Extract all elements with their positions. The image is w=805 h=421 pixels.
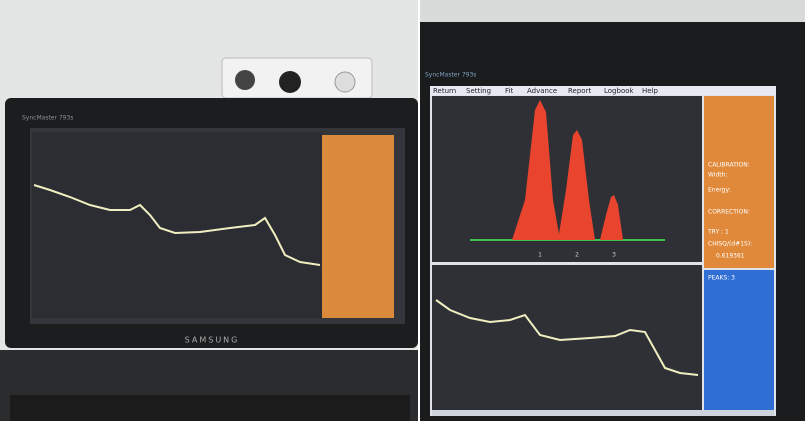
- model-label: SyncMaster 793s: [22, 115, 73, 122]
- panel-line: CHISQ/(d#1S):: [708, 241, 752, 248]
- model-label: SyncMaster 793s: [425, 72, 476, 79]
- photo-collage: SyncMaster 793s SAMSUNG SyncMaster 793s …: [0, 0, 805, 421]
- lower-plot: [432, 265, 702, 410]
- plot-area: [32, 132, 322, 318]
- panel-line: 0.619361: [716, 253, 745, 260]
- panel-line: TRY : 1: [707, 229, 729, 236]
- peak-label: 3: [612, 252, 616, 259]
- menu-item[interactable]: Help: [642, 87, 659, 95]
- peak-label: 2: [575, 252, 579, 259]
- side-panel: [322, 135, 394, 318]
- menu-item[interactable]: Return: [433, 87, 456, 95]
- panel-line: CALIBRATION:: [708, 162, 750, 169]
- keyboard: [10, 395, 410, 421]
- panel-line: CORRECTION:: [708, 209, 750, 216]
- brand-label: SAMSUNG: [185, 336, 240, 345]
- panel-line: Energy:: [708, 187, 731, 194]
- peak-label: 1: [538, 252, 542, 259]
- socket: [335, 72, 355, 92]
- menu: Return Setting Fit Advance Report Logboo…: [433, 87, 659, 95]
- lower-side-panel: [704, 270, 774, 410]
- menu-item[interactable]: Advance: [527, 87, 557, 95]
- plug: [279, 71, 301, 93]
- panel-line: Width:: [708, 172, 727, 179]
- menu-item[interactable]: Fit: [505, 87, 513, 95]
- status-bar: [432, 410, 774, 416]
- menu-item[interactable]: Logbook: [604, 87, 635, 95]
- menu-item[interactable]: Setting: [466, 87, 491, 95]
- plug: [235, 70, 255, 90]
- panel-line: PEAKS: 3: [708, 275, 735, 282]
- menu-item[interactable]: Report: [568, 87, 591, 95]
